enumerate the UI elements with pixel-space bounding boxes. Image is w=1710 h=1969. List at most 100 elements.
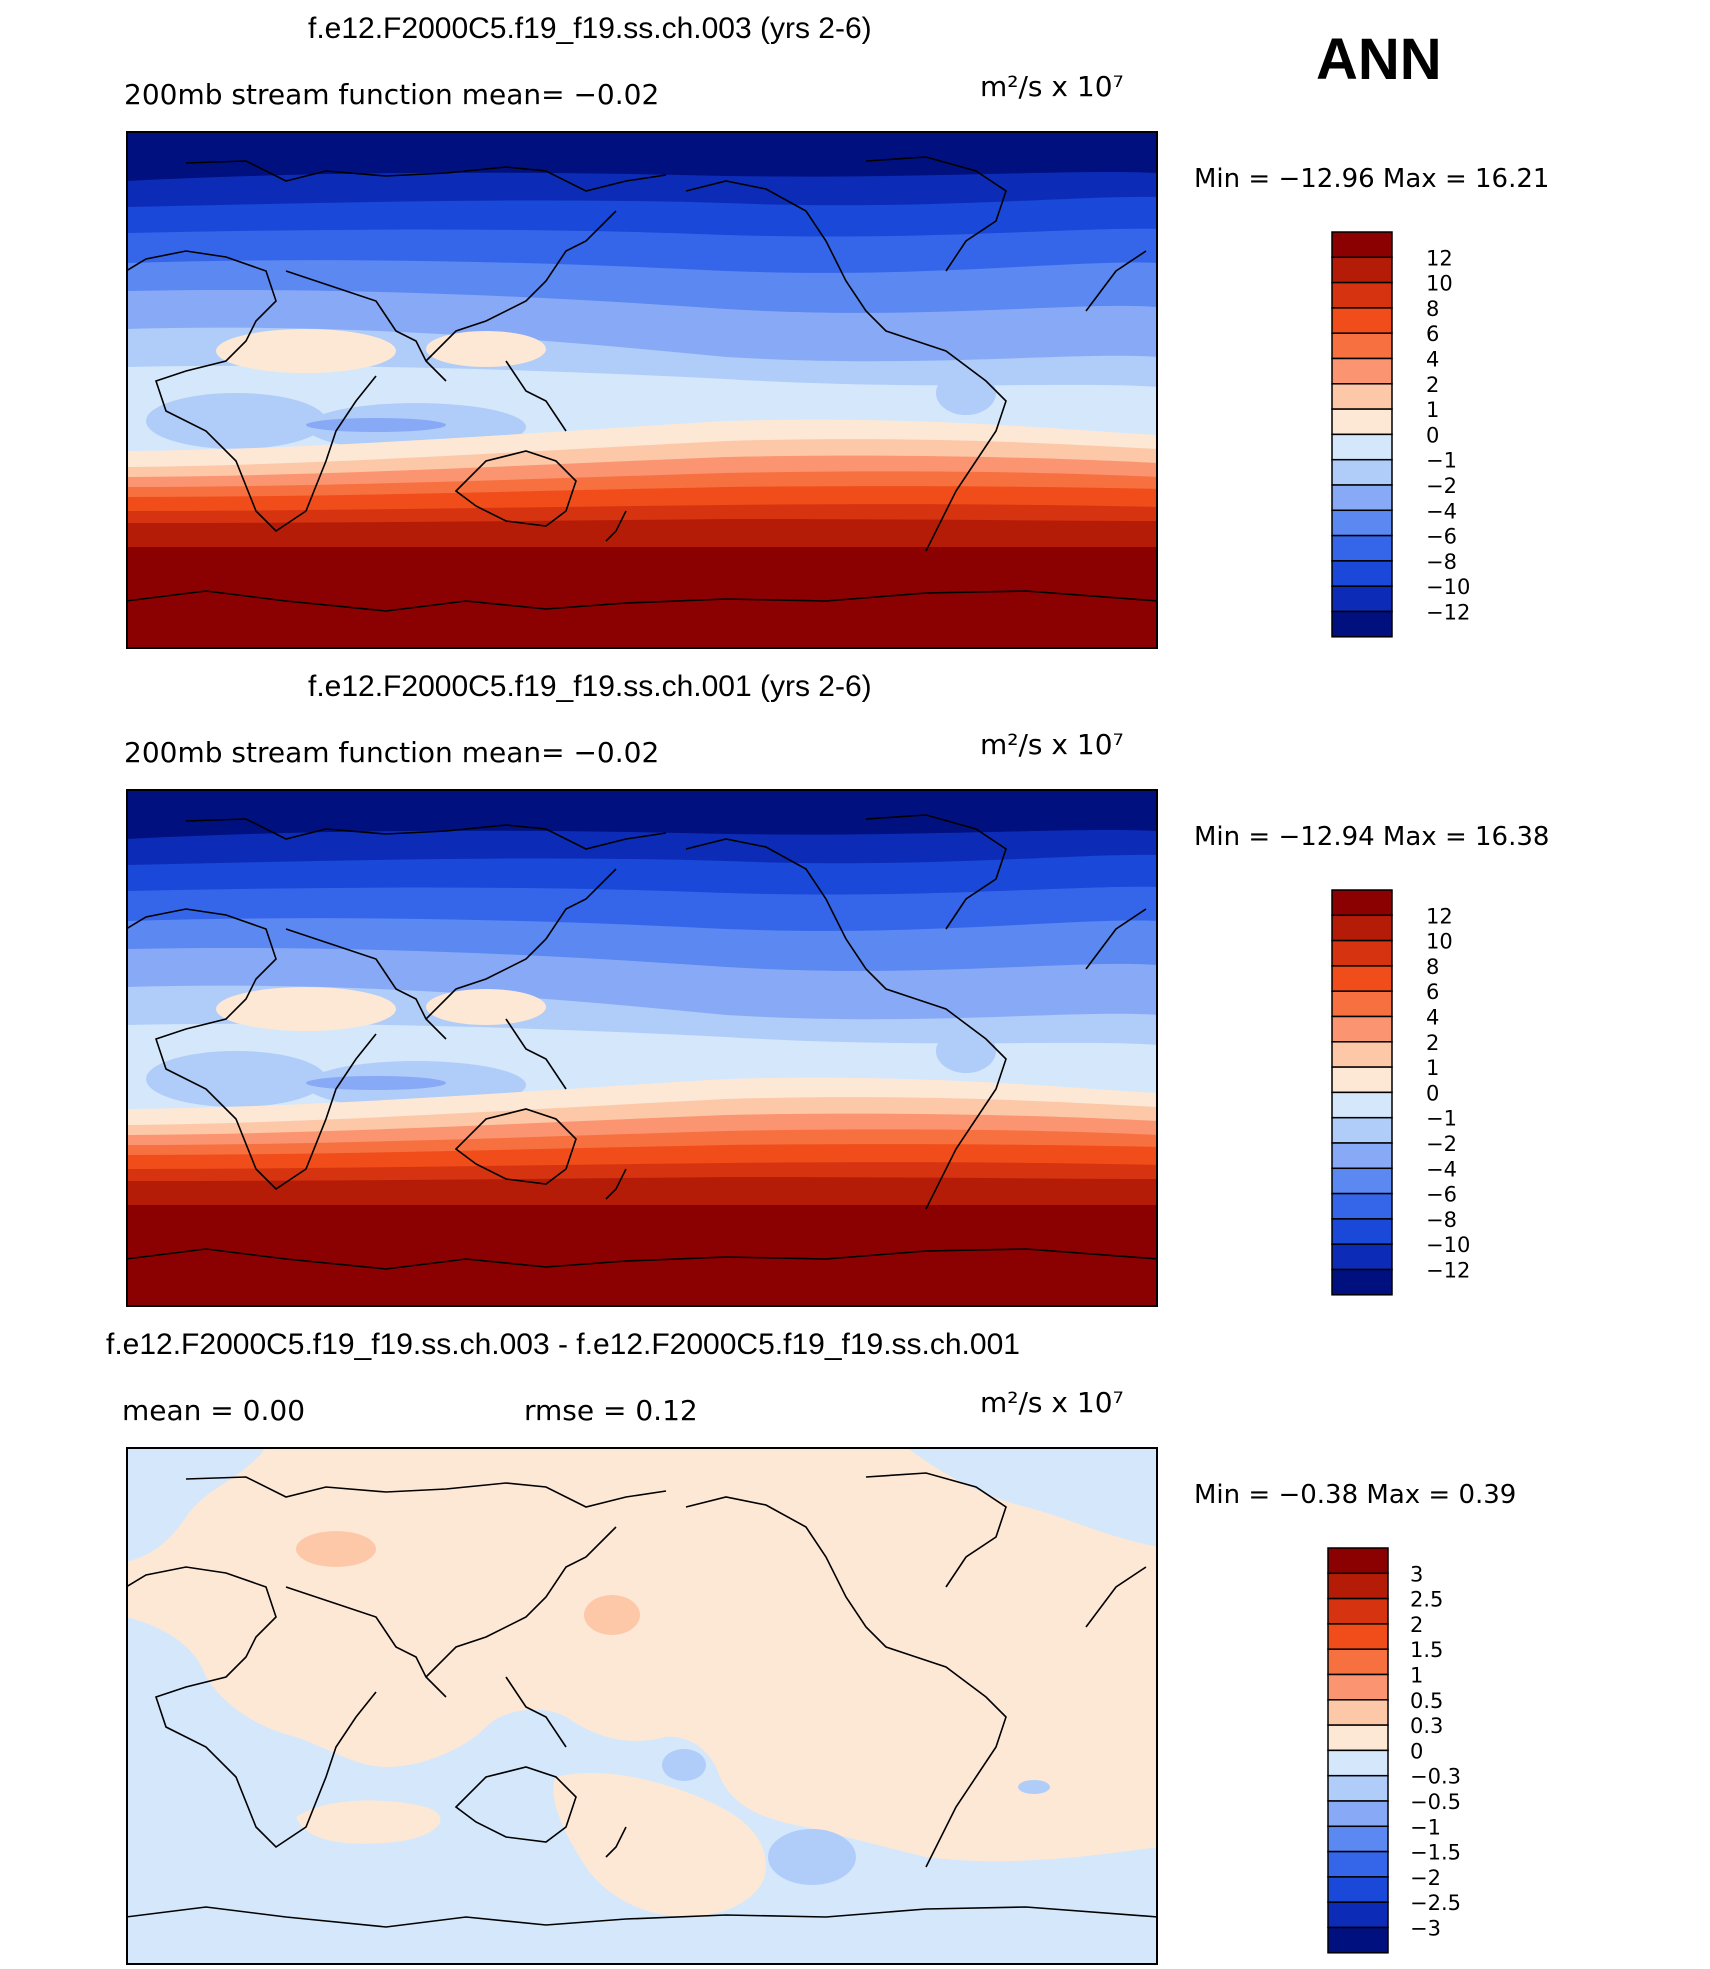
colorbar-label: 1.5 [1410, 1638, 1443, 1662]
colorbar-label: −1.5 [1410, 1841, 1461, 1865]
panel-3-units: m²/s x 10⁷ [980, 1386, 1124, 1419]
colorbar-swatch [1331, 1066, 1393, 1094]
panel-3-rmse: rmse = 0.12 [524, 1394, 698, 1427]
diff-pos-patch-1 [296, 1531, 376, 1567]
diff-neg-patch-2 [768, 1829, 856, 1885]
colorbar-swatch [1327, 1623, 1389, 1650]
season-label: ANN [1316, 27, 1442, 92]
colorbar-swatch [1327, 1673, 1389, 1701]
colorbar-label: −3 [1410, 1917, 1441, 1941]
colorbar-label: −6 [1426, 525, 1457, 549]
colorbar-label: 12 [1426, 246, 1453, 270]
panel-2-subtitle: 200mb stream function mean= −0.02 [124, 736, 660, 769]
colorbar-swatch [1327, 1901, 1389, 1929]
colorbar-label: −10 [1426, 1233, 1470, 1257]
colorbar-label: 1 [1426, 1056, 1439, 1080]
colorbar-swatch [1331, 1041, 1393, 1068]
colorbar-label: −1 [1410, 1815, 1441, 1839]
colorbar-label: 8 [1426, 955, 1439, 979]
diff-pos-lower-b [553, 1772, 766, 1917]
colorbar-swatch [1331, 939, 1393, 967]
colorbar-label: −10 [1426, 575, 1470, 599]
colorbar-swatch [1327, 1876, 1389, 1903]
panel-1-minmax: Min = −12.96 Max = 16.21 [1194, 164, 1550, 194]
colorbar-label: −4 [1426, 499, 1457, 523]
colorbar-label: −1 [1426, 449, 1457, 473]
coastlines [126, 1472, 1158, 1928]
colorbar-swatch [1327, 1648, 1389, 1676]
coastlines [126, 156, 1158, 612]
colorbar-swatch [1327, 1572, 1389, 1600]
colorbar-swatch [1331, 433, 1393, 461]
colorbar-label: 6 [1426, 322, 1439, 346]
colorbar-label: 1 [1410, 1664, 1423, 1688]
colorbar-label: −0.3 [1410, 1765, 1461, 1789]
panel-1-map [126, 131, 1158, 649]
colorbar-swatch [1331, 610, 1393, 638]
colorbar-swatch [1327, 1825, 1389, 1853]
colorbar-swatch [1331, 965, 1393, 992]
colorbar-label: 0 [1426, 1081, 1439, 1105]
pos-pocket [216, 987, 396, 1031]
colorbar-swatch [1327, 1724, 1389, 1752]
colorbar-swatch [1331, 357, 1393, 385]
colorbar-label: 4 [1426, 348, 1439, 372]
colorbar-label: 12 [1426, 904, 1453, 928]
diff-pos-lower-c [886, 1815, 1158, 1862]
colorbar-label: 2 [1410, 1613, 1423, 1637]
colorbar-label: 10 [1426, 272, 1453, 296]
colorbar-label: −1 [1426, 1107, 1457, 1131]
diff-pos-lower-a [296, 1800, 441, 1844]
colorbar-label: 2 [1426, 1031, 1439, 1055]
colorbar-swatch [1331, 458, 1393, 486]
band-max [126, 547, 1158, 649]
colorbar-swatch [1327, 1597, 1389, 1625]
colorbar-swatch [1331, 889, 1393, 917]
panel-2-units: m²/s x 10⁷ [980, 728, 1124, 761]
colorbar-label: −2.5 [1410, 1891, 1461, 1915]
pos-pocket-2 [426, 989, 546, 1025]
colorbar-label: 0.5 [1410, 1689, 1443, 1713]
colorbar-label: 3 [1410, 1562, 1423, 1586]
colorbar-swatch [1327, 1699, 1389, 1726]
colorbar-label: 0 [1426, 423, 1439, 447]
colorbar-swatch [1331, 408, 1393, 436]
colorbar-label: −8 [1426, 550, 1457, 574]
diff-neg-patch-1 [662, 1749, 706, 1781]
panel-3-map [126, 1447, 1158, 1965]
diff-neg-top-right [906, 1447, 1158, 1547]
colorbar-swatch [1331, 990, 1393, 1018]
panel-3-title: f.e12.F2000C5.f19_f19.ss.ch.003 - f.e12.… [106, 1328, 1020, 1361]
pos-pocket [216, 329, 396, 373]
colorbar-swatch [1331, 509, 1393, 537]
blue-pocket-4 [936, 1029, 996, 1073]
coastlines [126, 814, 1158, 1270]
colorbar-swatch [1331, 1091, 1393, 1119]
colorbar-swatch [1331, 560, 1393, 587]
band-max [126, 1205, 1158, 1307]
colorbar-swatch [1331, 914, 1393, 942]
colorbar-swatch [1331, 307, 1393, 334]
colorbar-swatch [1331, 383, 1393, 410]
colorbar-swatch [1331, 1243, 1393, 1271]
pos-pocket-2 [426, 331, 546, 367]
colorbar-label: 8 [1426, 297, 1439, 321]
colorbar-label: −2 [1410, 1866, 1441, 1890]
colorbar-label: 6 [1426, 980, 1439, 1004]
colorbar-swatch [1331, 281, 1393, 309]
panel-3-minmax: Min = −0.38 Max = 0.39 [1194, 1480, 1517, 1510]
colorbar-swatch [1331, 1167, 1393, 1195]
panel-1-subtitle: 200mb stream function mean= −0.02 [124, 78, 660, 111]
colorbar-label: −2 [1426, 474, 1457, 498]
blue-pocket-3 [306, 418, 446, 432]
colorbar-swatch [1331, 585, 1393, 613]
colorbar-swatch [1331, 256, 1393, 284]
colorbar-swatch [1327, 1850, 1389, 1878]
panel-1-title: f.e12.F2000C5.f19_f19.ss.ch.003 (yrs 2-6… [308, 12, 872, 45]
colorbar-label: 2.5 [1410, 1588, 1443, 1612]
colorbar-swatch [1331, 1268, 1393, 1296]
blue-pocket-3 [306, 1076, 446, 1090]
panel-3-colorbar: 32.521.510.50.30−0.3−0.5−1−1.5−2−2.5−3 [1327, 1547, 1461, 1954]
